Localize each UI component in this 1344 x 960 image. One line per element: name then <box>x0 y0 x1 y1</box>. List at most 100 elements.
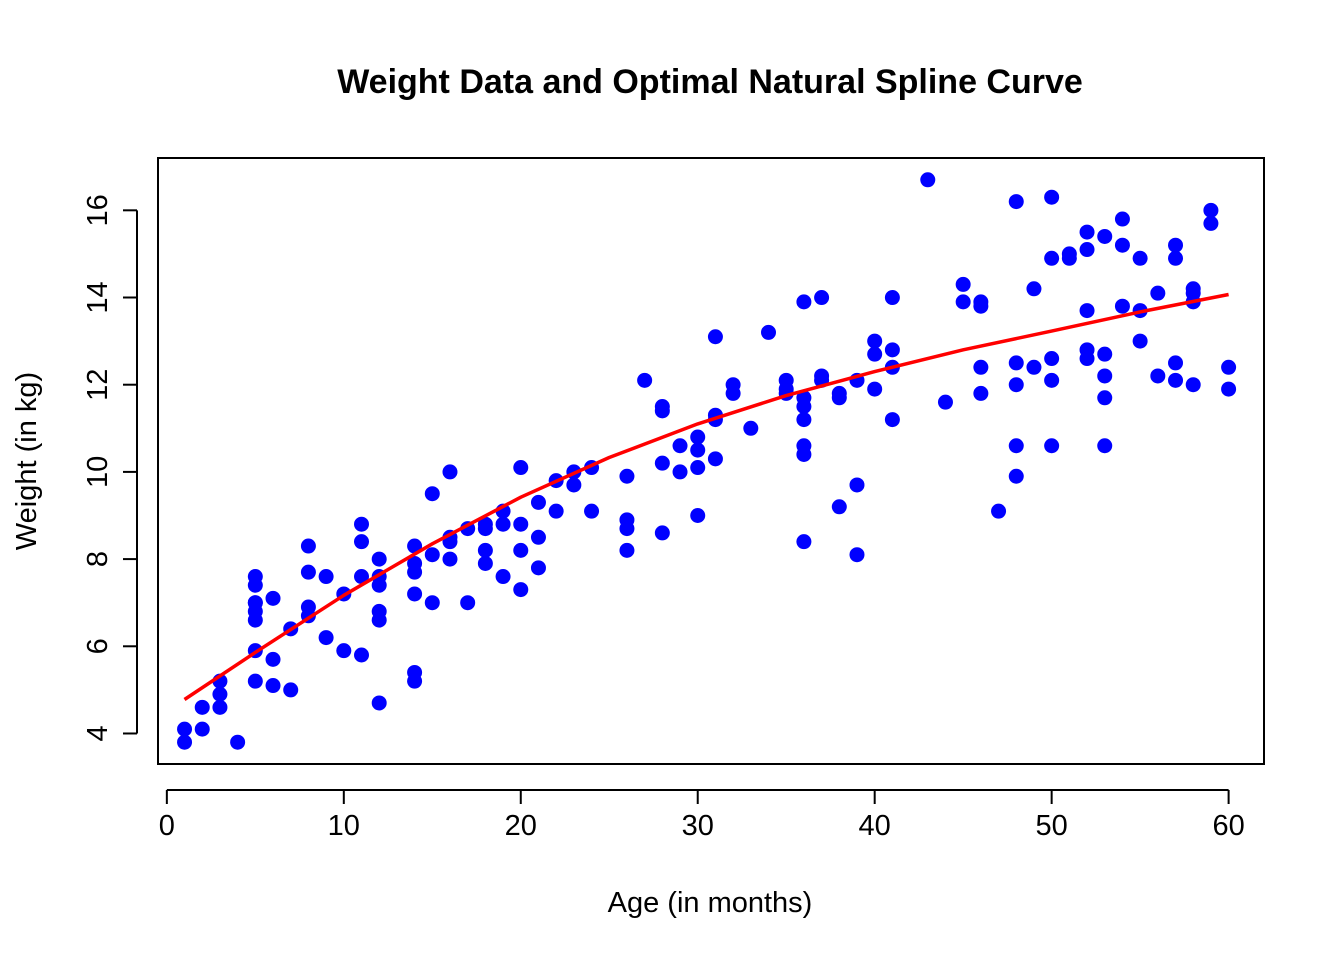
x-tick-label: 20 <box>505 810 537 842</box>
data-point <box>1168 237 1184 253</box>
data-point <box>336 643 352 659</box>
data-point <box>796 294 812 310</box>
data-point <box>619 468 635 484</box>
data-point <box>530 529 546 545</box>
data-point <box>743 420 759 436</box>
data-point <box>371 612 387 628</box>
chart-title: Weight Data and Optimal Natural Spline C… <box>337 63 1083 101</box>
y-tick-label: 4 <box>82 725 114 741</box>
data-point <box>654 455 670 471</box>
data-point <box>690 460 706 476</box>
y-tick-label: 6 <box>82 638 114 654</box>
data-point <box>796 412 812 428</box>
data-point <box>973 359 989 375</box>
data-point <box>1185 377 1201 393</box>
data-point <box>1132 333 1148 349</box>
data-point <box>566 477 582 493</box>
data-point <box>1044 189 1060 205</box>
data-point <box>230 734 246 750</box>
x-tick-label: 60 <box>1212 810 1244 842</box>
data-point <box>177 734 193 750</box>
x-tick-label: 0 <box>159 810 175 842</box>
data-point <box>1008 355 1024 371</box>
data-point <box>1079 351 1095 367</box>
data-point <box>1044 351 1060 367</box>
data-point <box>831 390 847 406</box>
data-point <box>1097 368 1113 384</box>
x-tick-label: 30 <box>682 810 714 842</box>
data-point <box>300 564 316 580</box>
data-point <box>513 542 529 558</box>
data-point <box>761 324 777 340</box>
data-point <box>1114 237 1130 253</box>
y-axis: 4 6 8 10 12 14 16 <box>82 194 138 742</box>
data-point <box>1168 250 1184 266</box>
data-point <box>548 503 564 519</box>
data-point <box>513 460 529 476</box>
data-point <box>495 516 511 532</box>
data-point <box>247 673 263 689</box>
data-point <box>796 534 812 550</box>
data-point <box>1221 359 1237 375</box>
data-point <box>1168 372 1184 388</box>
data-point <box>849 547 865 563</box>
data-point <box>442 464 458 480</box>
y-tick-label: 14 <box>82 281 114 313</box>
data-point <box>354 647 370 663</box>
data-point <box>424 595 440 611</box>
data-point <box>247 595 263 611</box>
data-point <box>1044 250 1060 266</box>
data-point <box>1132 250 1148 266</box>
data-point <box>796 399 812 415</box>
data-point <box>867 333 883 349</box>
data-point <box>1203 202 1219 218</box>
data-point <box>725 385 741 401</box>
data-point <box>265 678 281 694</box>
data-point <box>354 516 370 532</box>
data-point <box>513 582 529 598</box>
y-axis-label: Weight (in kg) <box>11 372 43 550</box>
data-point <box>1097 438 1113 454</box>
x-axis: 0 10 20 30 40 50 60 <box>159 789 1245 842</box>
data-point <box>371 577 387 593</box>
data-point <box>407 538 423 554</box>
spline-curve-group <box>183 292 1229 701</box>
data-point <box>407 586 423 602</box>
data-point <box>247 612 263 628</box>
data-point <box>513 516 529 532</box>
data-point <box>442 551 458 567</box>
data-point <box>690 442 706 458</box>
data-point <box>354 534 370 550</box>
data-point <box>495 569 511 585</box>
data-point <box>991 503 1007 519</box>
data-point <box>937 394 953 410</box>
data-point <box>1097 228 1113 244</box>
y-tick-label: 8 <box>82 551 114 567</box>
data-point <box>1061 250 1077 266</box>
data-point <box>884 290 900 306</box>
data-point <box>477 521 493 537</box>
data-point <box>177 721 193 737</box>
data-point <box>1114 211 1130 227</box>
y-tick-label: 10 <box>82 456 114 488</box>
data-point <box>955 276 971 292</box>
y-tick-label: 16 <box>82 194 114 226</box>
data-point <box>265 651 281 667</box>
data-point <box>690 429 706 445</box>
data-point <box>654 525 670 541</box>
data-point <box>867 346 883 362</box>
data-point <box>1114 298 1130 314</box>
data-point <box>371 551 387 567</box>
data-point <box>973 298 989 314</box>
data-point <box>424 486 440 502</box>
x-axis-label: Age (in months) <box>608 887 813 919</box>
data-point <box>672 438 688 454</box>
data-point <box>1044 372 1060 388</box>
data-point <box>460 595 476 611</box>
data-point <box>1150 285 1166 301</box>
data-point <box>831 499 847 515</box>
data-point <box>212 699 228 715</box>
data-point <box>212 686 228 702</box>
data-point <box>1221 381 1237 397</box>
